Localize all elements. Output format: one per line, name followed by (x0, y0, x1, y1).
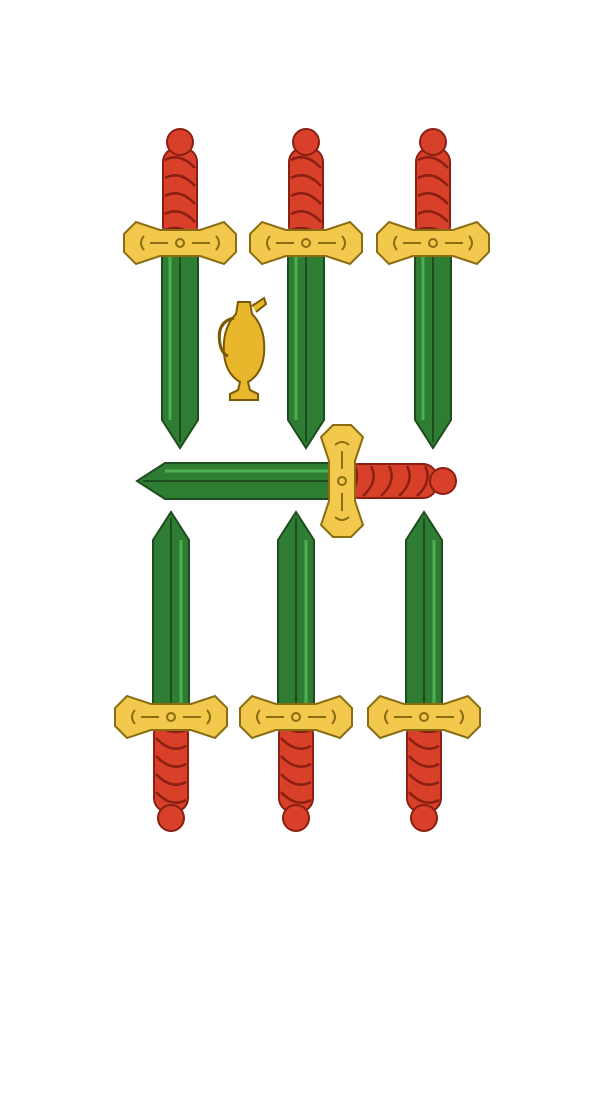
sword-bottom-middle (238, 510, 354, 833)
sword-bottom-right (366, 510, 482, 833)
sword-top-left (122, 127, 238, 450)
sword-bottom-left (113, 510, 229, 833)
jug-icon (217, 296, 268, 401)
sword-top-middle (248, 127, 364, 450)
sword-top-right (375, 127, 491, 450)
